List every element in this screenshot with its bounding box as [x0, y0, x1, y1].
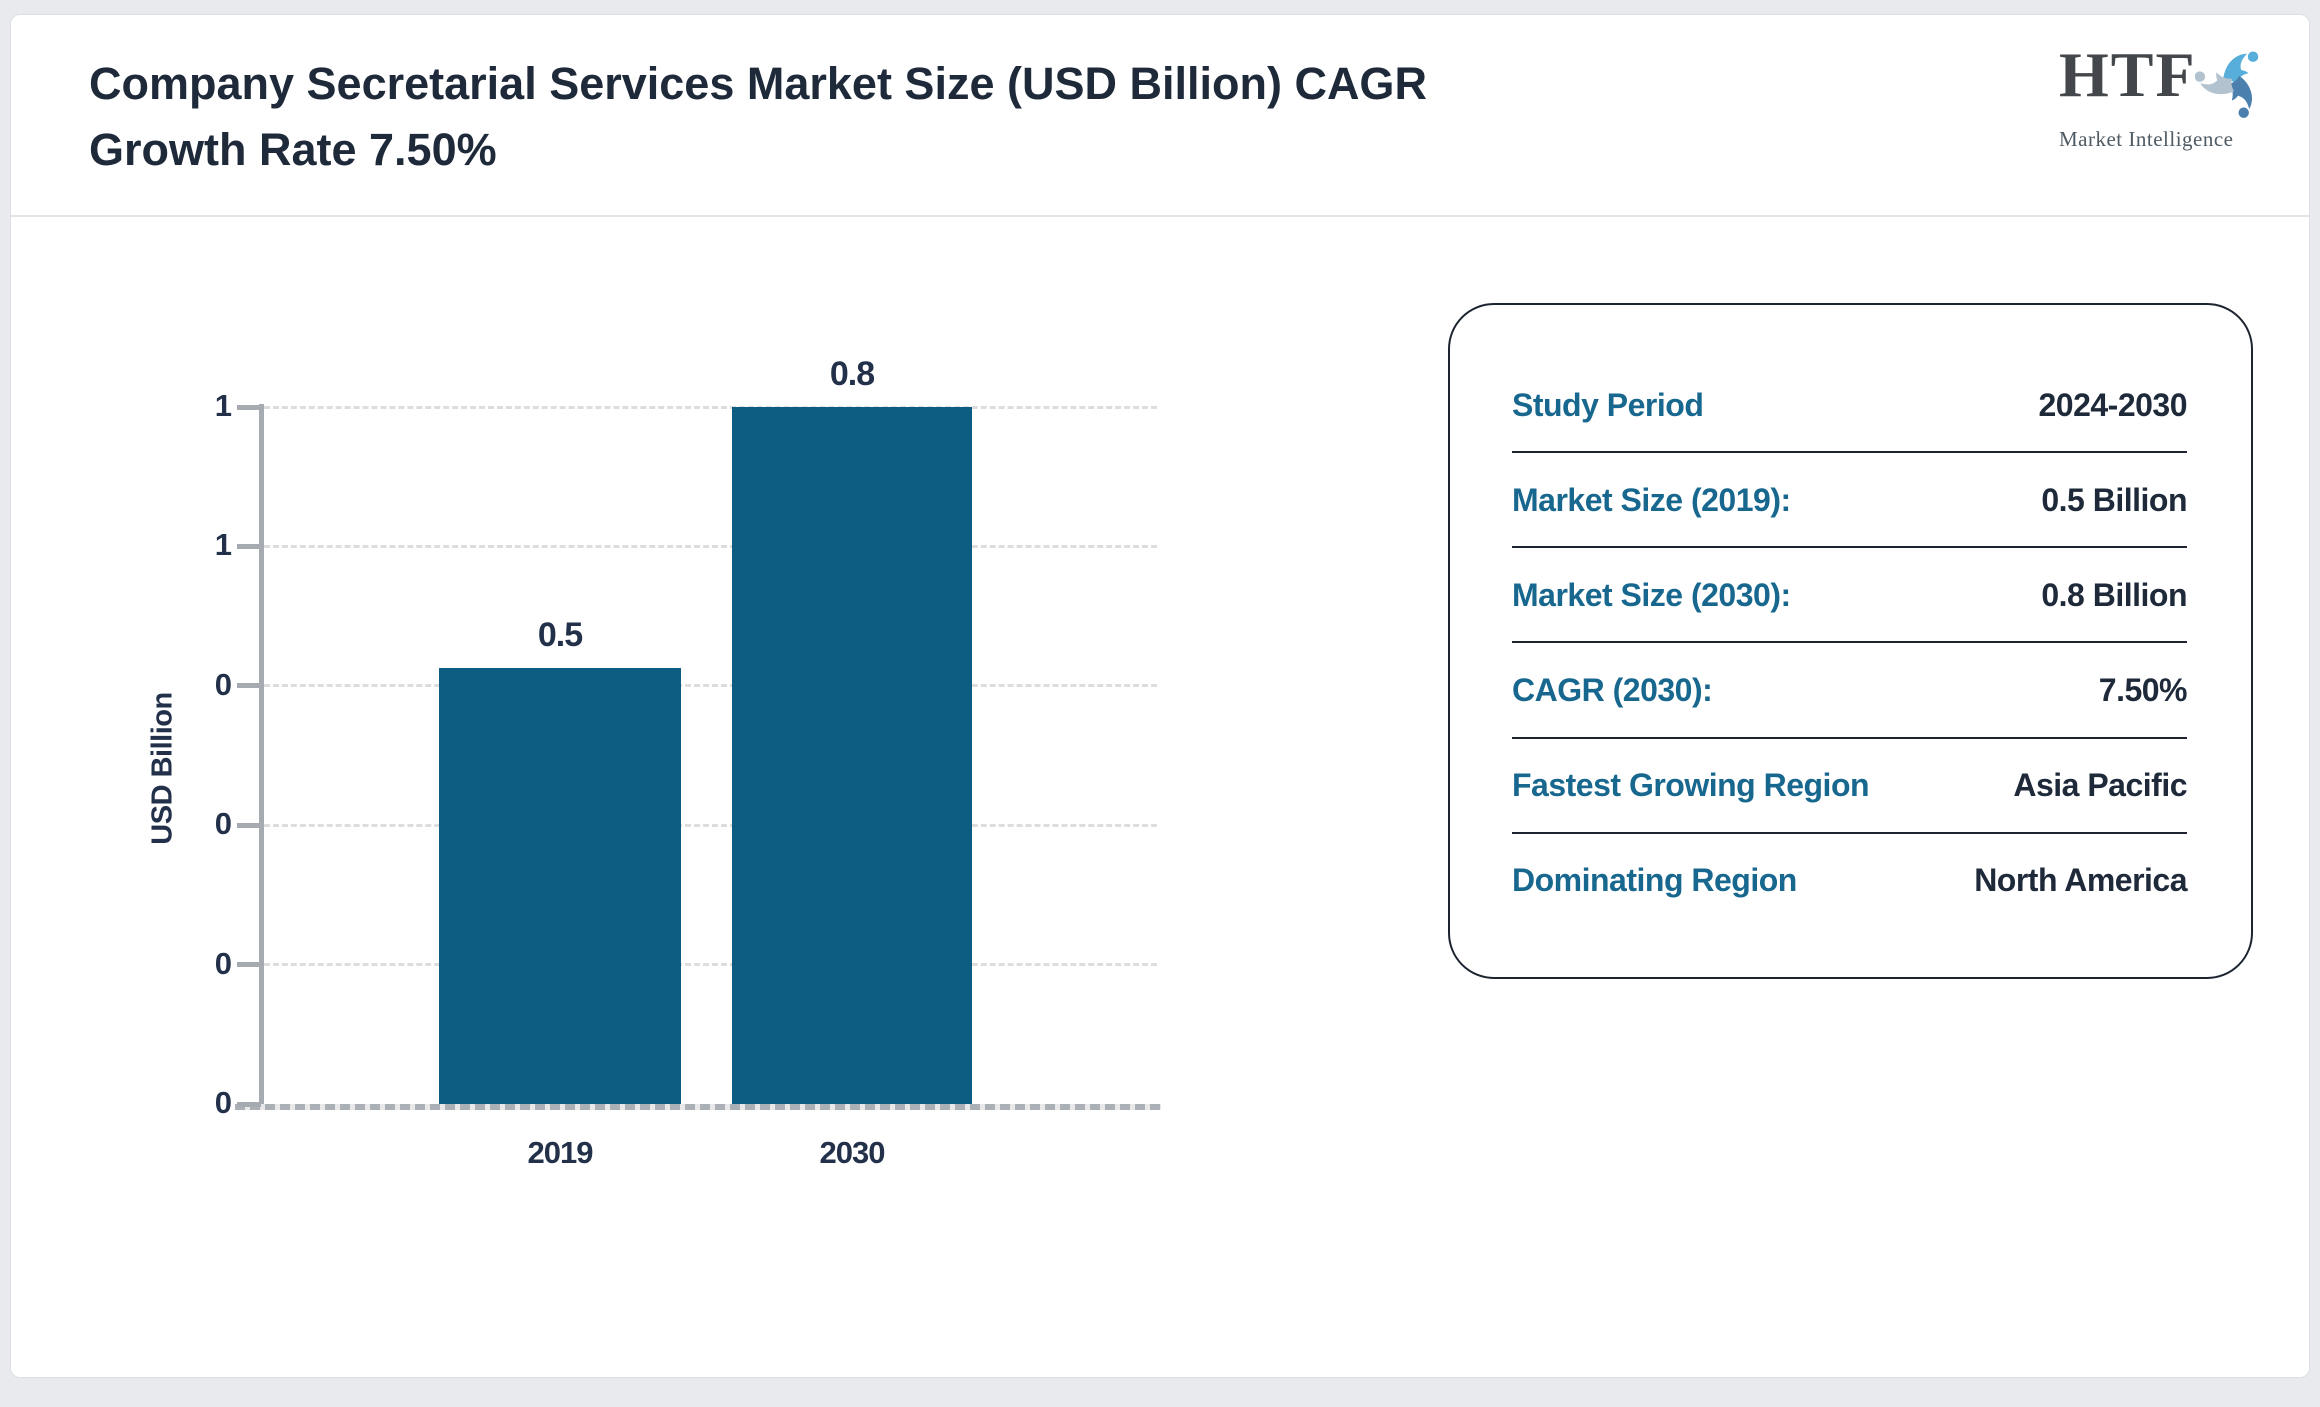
summary-value-market-size-2019: 0.5 Billion [2041, 481, 2187, 518]
x-tick-label: 2019 [527, 1135, 594, 1170]
summary-row-market-size-2019: Market Size (2019): 0.5 Billion [1512, 454, 2187, 549]
bar-2030 [732, 407, 972, 1104]
summary-value-dominating-region: North America [1974, 862, 2187, 899]
summary-label-market-size-2019: Market Size (2019): [1512, 481, 1791, 518]
three-figures-swirl-icon [2194, 51, 2258, 118]
summary-value-market-size-2030: 0.8 Billion [2041, 576, 2187, 613]
y-tick-mark [237, 822, 261, 828]
summary-label-fastest-growing-region: Fastest Growing Region [1512, 767, 1870, 804]
x-axis-baseline [235, 1104, 1161, 1110]
header-divider [11, 215, 2309, 217]
gridline [264, 544, 1157, 548]
summary-row-cagr-2030: CAGR (2030): 7.50% [1512, 645, 2188, 739]
y-tick-mark [237, 962, 261, 968]
bar-value-label: 0.8 [829, 355, 875, 393]
gridline [264, 684, 1157, 688]
summary-row-fastest-growing-region: Fastest Growing Region Asia Pacific [1512, 740, 2187, 834]
summary-card: Study Period 2024-2030 Market Size (2019):… [1448, 303, 2253, 979]
logo-tagline: Market Intelligence [2059, 127, 2234, 151]
y-tick-label: 1 [214, 527, 232, 563]
y-axis-line [259, 404, 264, 1104]
y-tick-label: 0 [214, 1085, 232, 1120]
summary-label-study-period: Study Period [1512, 386, 1704, 423]
htf-logo: HTF [2059, 43, 2269, 152]
summary-value-cagr-2030: 7.50% [2098, 672, 2188, 709]
page-title: Company Secretarial Services Market Size… [89, 58, 1427, 175]
y-tick-label: 0 [214, 945, 232, 981]
gridline [264, 405, 1157, 409]
gridline [264, 963, 1157, 967]
summary-row-dominating-region: Dominating Region North America [1512, 835, 2187, 927]
summary-value-study-period: 2024-2030 [2038, 386, 2187, 423]
y-tick-mark [237, 404, 261, 410]
logo-top-row: HTF [2059, 43, 2269, 125]
market-size-bar-chart: USD Billion 0 0 0 0 1 1 0.5 2019 0.8 2030 [11, 15, 1211, 1407]
bar-2019 [439, 668, 681, 1104]
summary-label-market-size-2030: Market Size (2030): [1512, 576, 1791, 613]
y-tick-label: 0 [214, 806, 232, 842]
summary-label-cagr-2030: CAGR (2030): [1512, 672, 1713, 709]
logo-wordmark: HTF [2059, 39, 2197, 110]
report-canvas: Company Secretarial Services Market Size… [10, 14, 2310, 1378]
gridline [264, 823, 1157, 827]
summary-row-study-period: Study Period 2024-2030 [1512, 359, 2187, 453]
y-tick-mark [237, 1101, 261, 1107]
y-tick-label: 1 [214, 388, 232, 423]
y-tick-mark [237, 683, 261, 689]
x-tick-label: 2030 [819, 1135, 886, 1170]
y-tick-mark [237, 543, 261, 549]
summary-label-dominating-region: Dominating Region [1512, 862, 1797, 899]
summary-value-fastest-growing-region: Asia Pacific [2013, 767, 2187, 804]
summary-row-market-size-2030: Market Size (2030): 0.8 Billion [1512, 549, 2187, 644]
bar-value-label: 0.5 [537, 616, 583, 655]
y-tick-label: 0 [214, 666, 232, 702]
